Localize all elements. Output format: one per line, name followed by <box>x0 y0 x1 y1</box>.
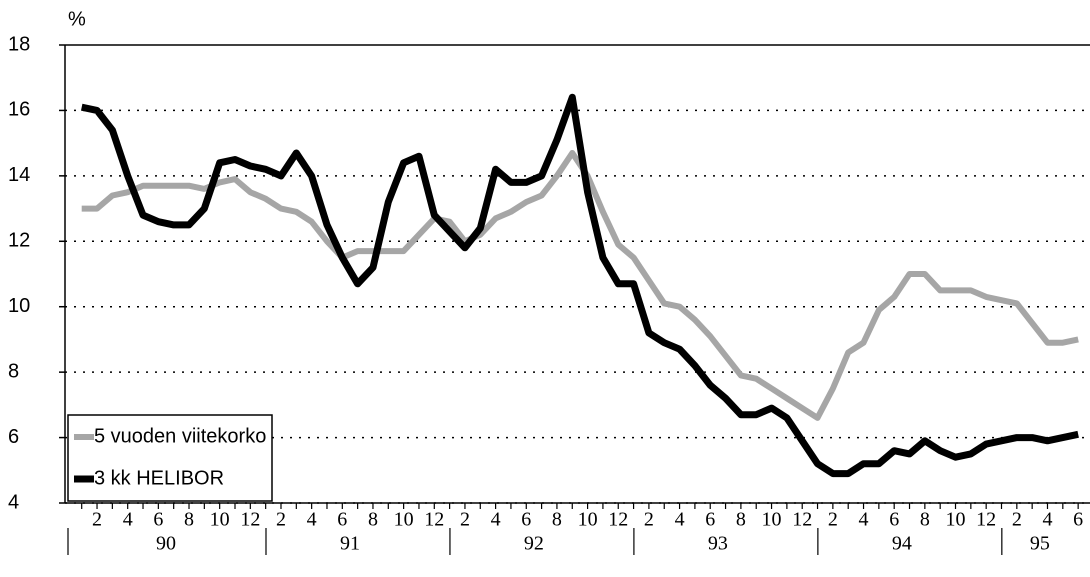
y-tick-label: 10 <box>8 295 30 317</box>
year-label: 90 <box>156 533 176 555</box>
x-tick-label: 10 <box>210 509 230 531</box>
y-tick-label: 14 <box>8 164 30 186</box>
year-label: 95 <box>1030 533 1050 555</box>
x-tick-label: 12 <box>792 509 812 531</box>
x-tick-label: 10 <box>578 509 598 531</box>
y-tick-label: 18 <box>8 33 30 55</box>
x-tick-label: 8 <box>920 509 930 531</box>
legend-box <box>67 414 273 502</box>
year-label: 94 <box>892 533 912 555</box>
year-label: 92 <box>524 533 544 555</box>
x-tick-label: 12 <box>424 509 444 531</box>
y-tick-label: 6 <box>8 426 19 448</box>
x-tick-label: 2 <box>644 509 654 531</box>
x-tick-label: 2 <box>92 509 102 531</box>
x-tick-label: 4 <box>123 509 133 531</box>
x-tick-label: 2 <box>1012 509 1022 531</box>
x-tick-label: 6 <box>337 509 347 531</box>
x-tick-label: 6 <box>889 509 899 531</box>
x-tick-label: 4 <box>1042 509 1052 531</box>
x-tick-label: 2 <box>828 509 838 531</box>
x-tick-label: 4 <box>675 509 685 531</box>
x-tick-label: 8 <box>736 509 746 531</box>
x-tick-label: 6 <box>705 509 715 531</box>
legend-label: 5 vuoden viitekorko <box>94 425 266 447</box>
x-tick-label: 6 <box>521 509 531 531</box>
x-tick-label: 8 <box>552 509 562 531</box>
x-tick-label: 8 <box>184 509 194 531</box>
x-tick-label: 12 <box>976 509 996 531</box>
y-tick-label: 16 <box>8 99 30 121</box>
series-line <box>80 93 1079 478</box>
y-tick-label: 12 <box>8 230 30 252</box>
x-tick-label: 4 <box>307 509 317 531</box>
series-line <box>81 150 1079 421</box>
y-tick-label: 8 <box>8 360 19 382</box>
y-axis-label: % <box>68 8 86 30</box>
x-tick-label: 10 <box>762 509 782 531</box>
year-label: 93 <box>708 533 728 555</box>
x-tick-label: 4 <box>859 509 869 531</box>
x-tick-label: 6 <box>153 509 163 531</box>
x-tick-label: 12 <box>608 509 628 531</box>
x-tick-label: 8 <box>368 509 378 531</box>
x-tick-label: 2 <box>276 509 286 531</box>
x-tick-label: 10 <box>394 509 414 531</box>
x-tick-label: 2 <box>460 509 470 531</box>
x-tick-label: 6 <box>1073 509 1083 531</box>
x-tick-label: 12 <box>240 509 260 531</box>
legend-label: 3 kk HELIBOR <box>94 467 224 489</box>
year-label: 91 <box>340 533 360 555</box>
y-tick-label: 4 <box>8 491 19 513</box>
x-tick-label: 4 <box>491 509 501 531</box>
x-tick-label: 10 <box>946 509 966 531</box>
